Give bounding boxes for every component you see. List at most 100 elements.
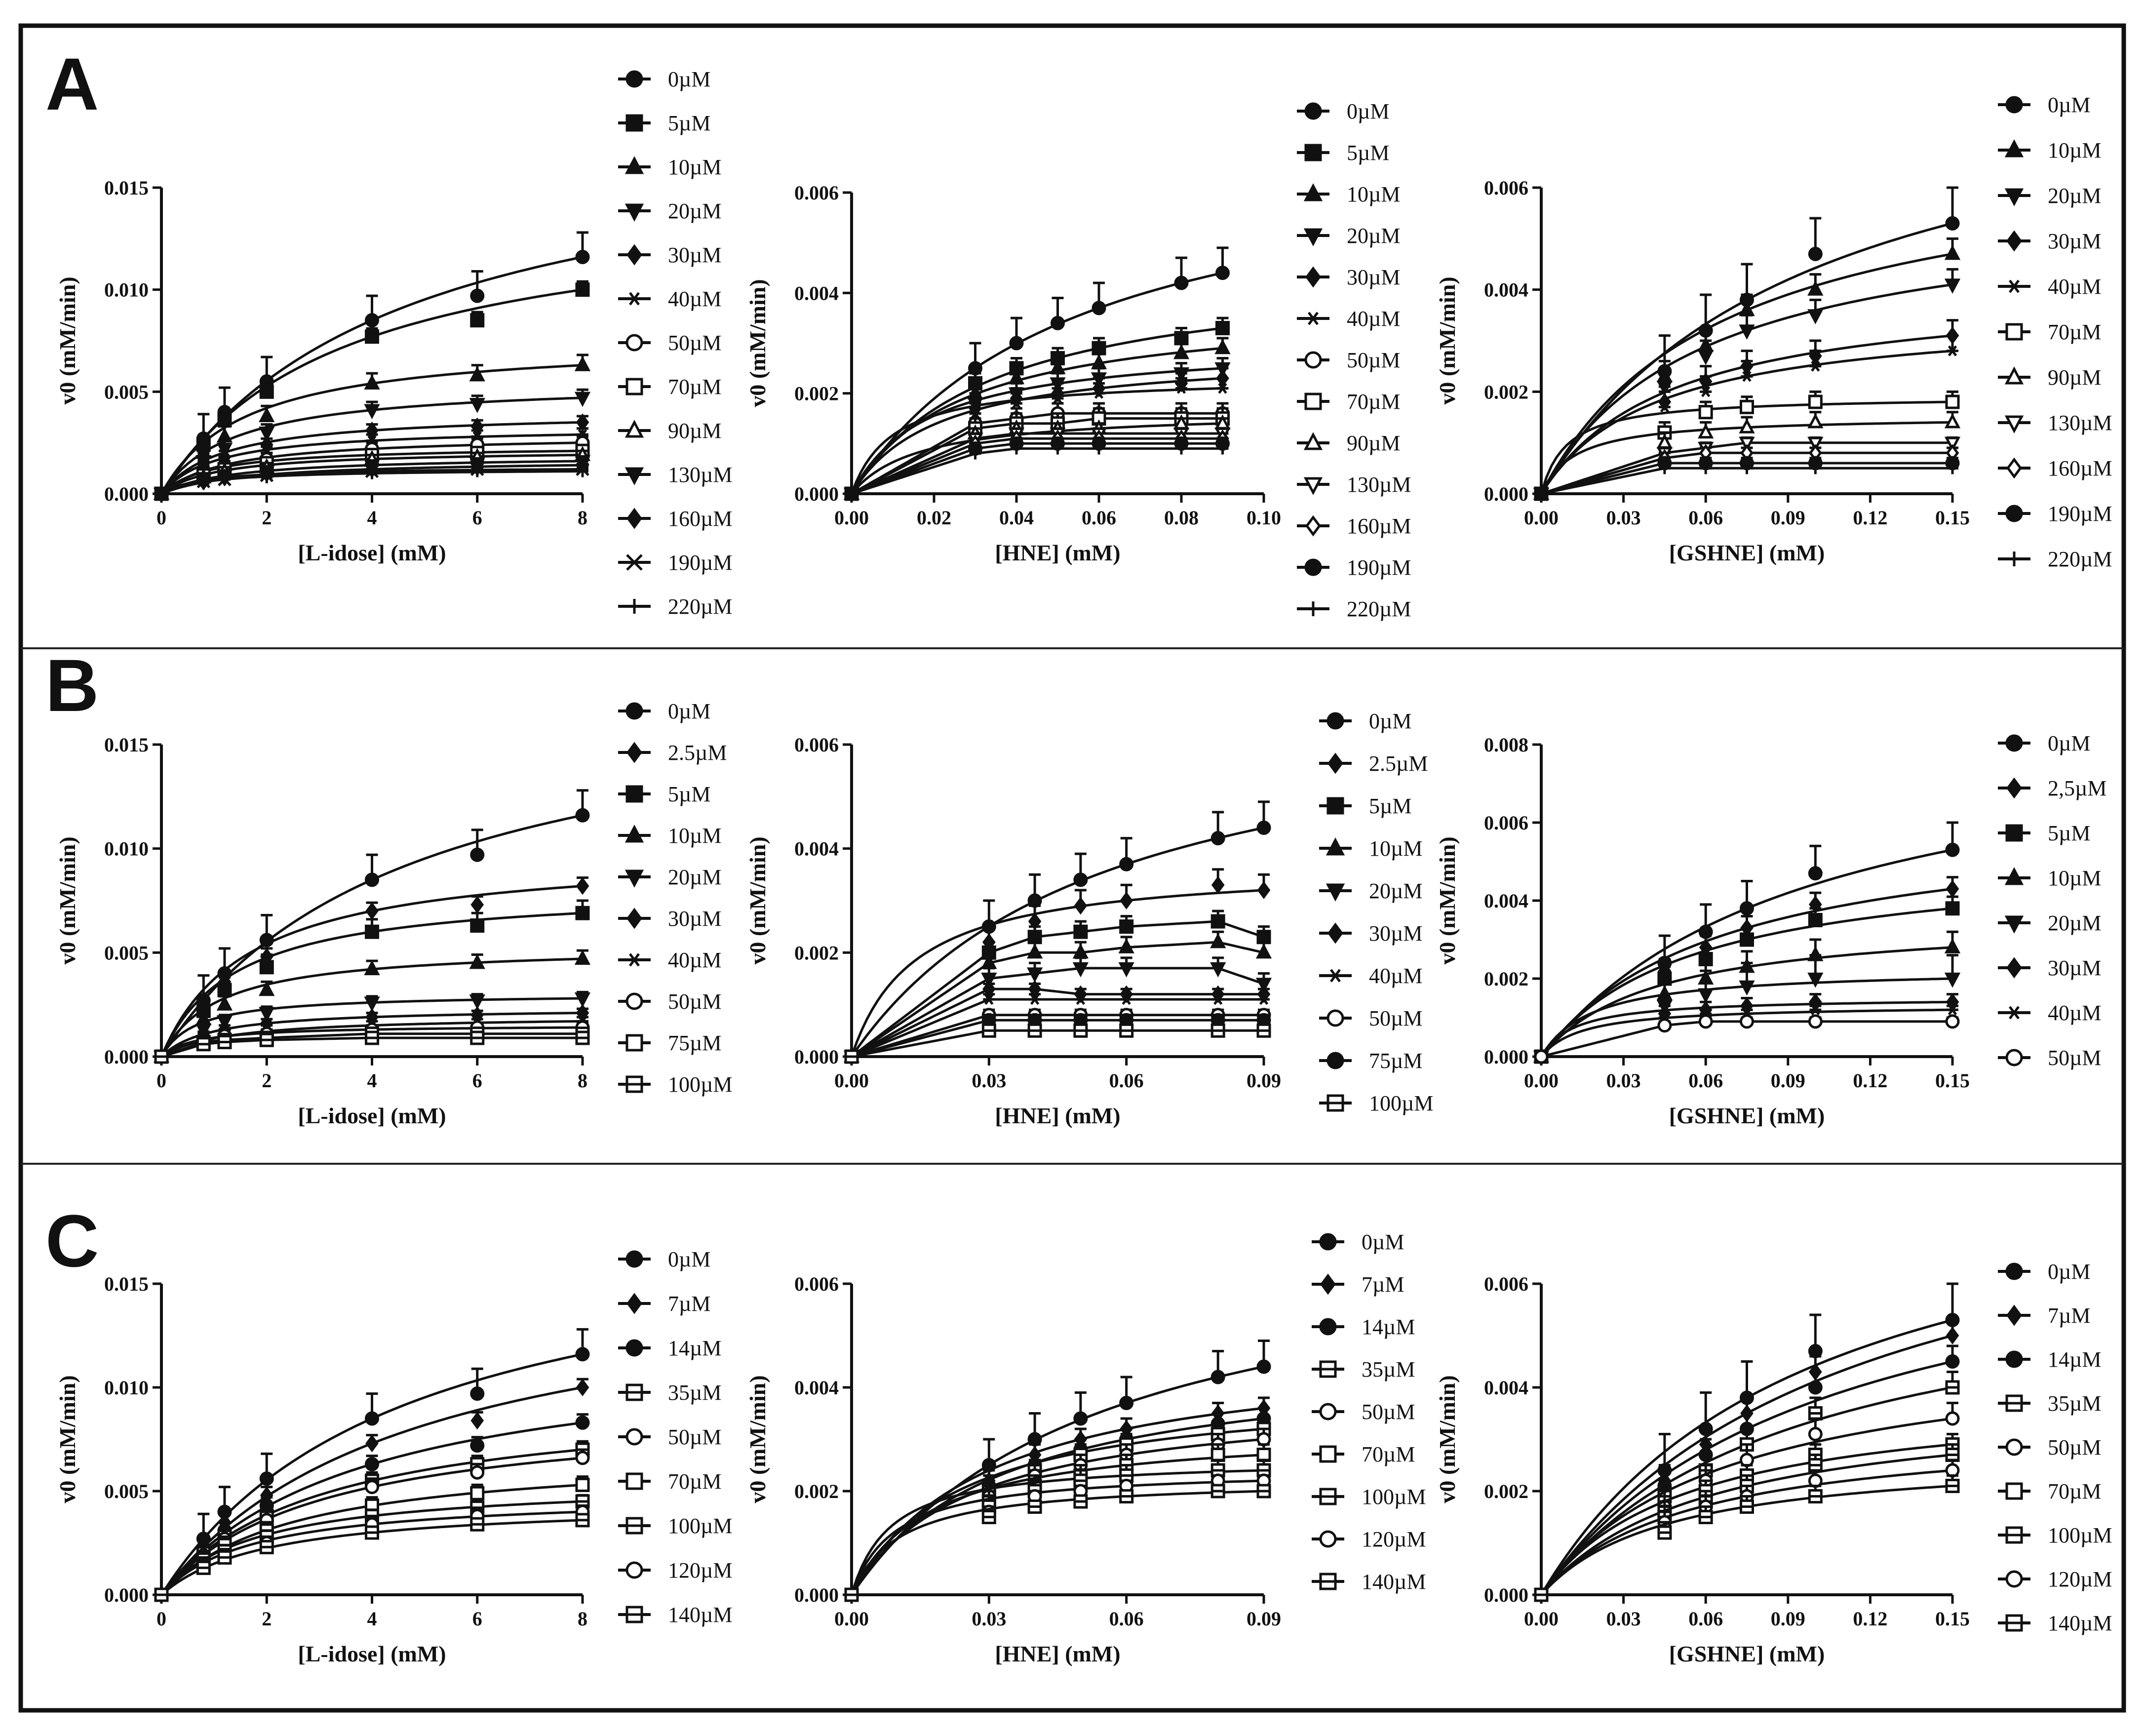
legend-marker xyxy=(2007,552,2022,566)
data-point xyxy=(1809,1004,1822,1016)
x-tick-label: 8 xyxy=(578,507,587,529)
data-point xyxy=(1258,994,1270,1005)
data-point xyxy=(1120,891,1133,910)
y-axis-label: v0 (mM/min) xyxy=(55,276,80,404)
data-point xyxy=(364,404,380,420)
data-point xyxy=(197,477,210,490)
data-point xyxy=(1698,988,1714,1004)
x-tick-label: 0.09 xyxy=(1771,1608,1805,1630)
legend-marker xyxy=(1304,144,1322,161)
x-tick-label: 0.06 xyxy=(1082,507,1116,529)
legend-label: 160µM xyxy=(2048,456,2112,480)
legend-label: 10µM xyxy=(668,824,721,848)
legend-label: 140µM xyxy=(2048,1611,2112,1635)
data-point xyxy=(1807,972,1824,988)
legend-label: 14µM xyxy=(2048,1347,2101,1372)
legend-label: 20µM xyxy=(1369,879,1422,903)
data-point xyxy=(1093,388,1105,399)
data-point xyxy=(366,467,378,479)
legend-label: 0µM xyxy=(1362,1230,1404,1254)
legend-label: 7µM xyxy=(2048,1303,2090,1328)
data-point xyxy=(1944,436,1961,452)
legend-marker xyxy=(626,554,643,571)
panel-letter-a: A xyxy=(45,42,99,125)
data-point xyxy=(1808,913,1823,927)
x-axis-label: [GSHNE] (mM) xyxy=(1669,1641,1825,1666)
data-point xyxy=(365,1434,379,1453)
series-40µM: 40µM xyxy=(846,307,1400,500)
data-point xyxy=(574,992,591,1008)
y-tick-label: 0.000 xyxy=(794,1584,839,1606)
legend-label: 40µM xyxy=(2048,1001,2101,1025)
y-tick-label: 0.002 xyxy=(794,383,839,405)
legend-label: 10µM xyxy=(1347,182,1400,206)
legend-marker xyxy=(1326,797,1344,815)
fit-curve xyxy=(850,1427,1264,1596)
legend-label: 20µM xyxy=(2048,911,2101,935)
x-tick-label: 0.03 xyxy=(1606,507,1641,529)
data-point xyxy=(259,426,275,442)
x-tick-label: 0.00 xyxy=(834,1608,869,1630)
y-tick-label: 0.000 xyxy=(104,483,149,505)
y-tick-label: 0.006 xyxy=(1484,177,1528,199)
legend-marker xyxy=(2005,505,2023,522)
legend-label: 70µM xyxy=(1362,1442,1415,1466)
data-point xyxy=(576,1378,589,1397)
legend-label: 10µM xyxy=(668,155,721,179)
data-point xyxy=(1698,1014,1713,1029)
legend-marker xyxy=(1327,922,1343,944)
chart-a-3: 0.000 0.002 0.004 0.006 0.00 0.03 0.06 0.09 0.12… xyxy=(1435,93,2112,571)
legend-marker xyxy=(1304,558,1322,576)
series-160µM: 160µM xyxy=(1534,444,2112,503)
legend-marker xyxy=(625,1472,643,1490)
x-tick-label: 6 xyxy=(472,1608,482,1630)
legend-label: 50µM xyxy=(668,331,721,355)
data-point xyxy=(1808,395,1823,409)
data-point xyxy=(470,918,485,933)
data-point xyxy=(1534,1049,1549,1064)
fit-curve xyxy=(850,1438,1264,1596)
y-tick-label: 0.004 xyxy=(794,838,839,860)
legend-label: 100µM xyxy=(1362,1485,1426,1509)
legend-label: 10µM xyxy=(1369,836,1422,861)
data-point xyxy=(574,392,591,407)
legend-marker xyxy=(1327,752,1343,774)
legend-marker xyxy=(2007,279,2022,293)
data-point xyxy=(1175,442,1187,455)
data-point xyxy=(576,877,589,895)
x-tick-label: 4 xyxy=(367,1069,377,1092)
legend-marker xyxy=(2006,230,2022,252)
data-point xyxy=(1740,399,1754,414)
legend-marker xyxy=(2004,867,2024,885)
legend-marker xyxy=(625,1034,643,1052)
data-point xyxy=(1119,1396,1134,1410)
legend-marker xyxy=(2005,1438,2023,1456)
data-point xyxy=(259,981,275,996)
data-point xyxy=(1658,401,1671,413)
data-point xyxy=(1072,962,1089,978)
legend-label: 5µM xyxy=(668,782,710,806)
legend-marker xyxy=(1305,266,1321,288)
legend-label: 50µM xyxy=(1369,1006,1422,1030)
y-tick-label: 0.015 xyxy=(104,177,149,199)
legend-label: 50µM xyxy=(2048,1046,2101,1070)
y-tick-label: 0.000 xyxy=(1484,483,1528,505)
x-tick-label: 0.09 xyxy=(1771,507,1805,529)
legend-marker xyxy=(624,156,644,174)
legend-marker xyxy=(627,953,642,967)
fit-curve xyxy=(851,417,1223,495)
y-tick-label: 0.002 xyxy=(1484,1480,1528,1502)
legend-marker xyxy=(1319,1318,1337,1336)
data-point xyxy=(469,366,485,382)
data-point xyxy=(1255,978,1272,993)
data-point xyxy=(1120,994,1132,1005)
data-point xyxy=(1092,301,1106,316)
legend-marker xyxy=(1326,883,1345,902)
legend-marker xyxy=(1319,1530,1337,1548)
panel-letter-c: C xyxy=(45,1199,99,1282)
data-point xyxy=(1073,924,1088,939)
y-tick-label: 0.000 xyxy=(794,1046,839,1068)
data-point xyxy=(1740,1014,1754,1029)
legend-label: 140µM xyxy=(1362,1570,1426,1594)
